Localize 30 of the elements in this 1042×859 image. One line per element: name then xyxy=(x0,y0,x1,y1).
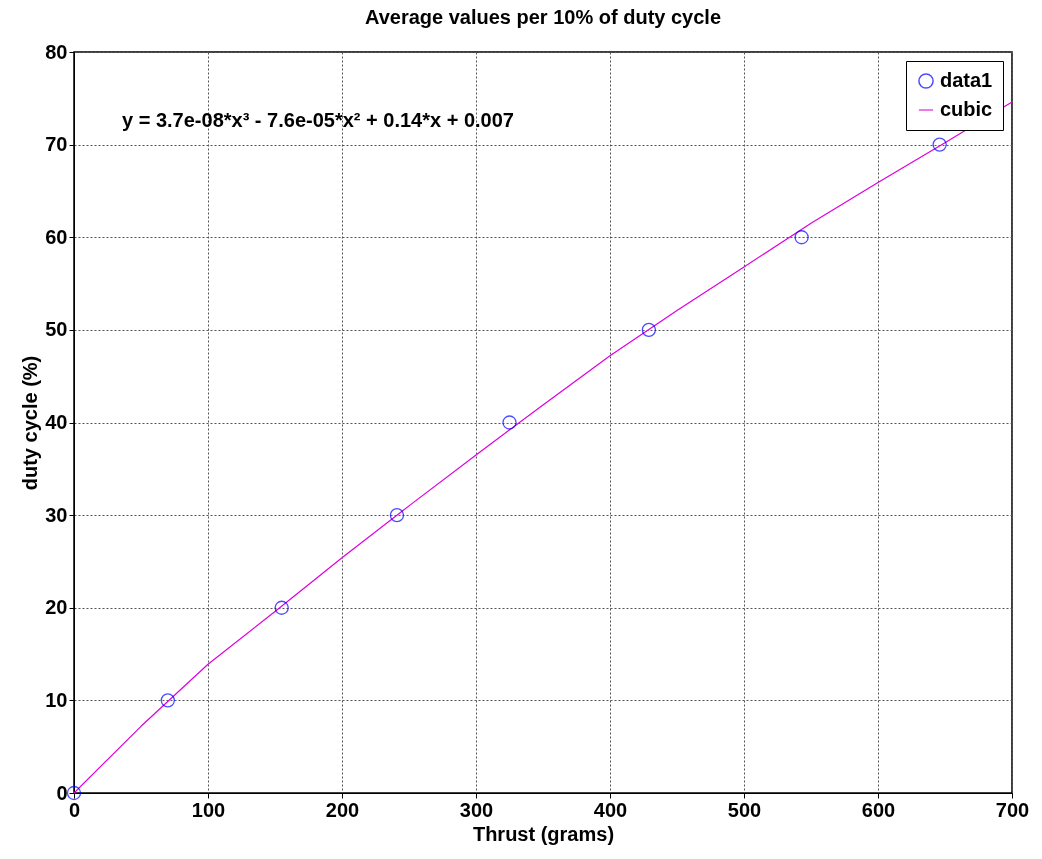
y-tick-label: 0 xyxy=(56,781,68,804)
point xyxy=(160,693,175,708)
point xyxy=(641,322,657,338)
x-tick-label: 700 xyxy=(995,798,1030,821)
y-tick-label: 80 xyxy=(45,40,68,63)
y-tick-label: 70 xyxy=(45,133,68,156)
y-tick-label: 20 xyxy=(45,596,68,619)
y-tick-label: 30 xyxy=(45,503,68,526)
y-tick-label: 10 xyxy=(45,688,68,711)
point xyxy=(502,415,517,430)
y-axis-title: duty cycle (%) xyxy=(19,355,42,491)
x-tick-label: 500 xyxy=(727,798,762,821)
chart-title: Average values per 10% of duty cycle xyxy=(364,6,722,28)
x-axis-title: Thrust (grams) xyxy=(472,822,615,845)
x-tick-label: 400 xyxy=(593,798,628,821)
y-tick-label: 50 xyxy=(45,318,68,341)
point xyxy=(794,230,809,245)
point xyxy=(66,785,82,801)
x-tick-label: 200 xyxy=(325,798,360,821)
x-tick-label: 100 xyxy=(191,798,226,821)
legend-label: data1 xyxy=(940,69,993,91)
point xyxy=(932,137,947,152)
y-tick-label: 40 xyxy=(45,411,68,433)
point xyxy=(389,507,405,523)
y-tick-label: 60 xyxy=(45,225,68,248)
point xyxy=(274,600,289,615)
annotation: y = 3.7e-08*x³ - 7.6e-05*x² + 0.14*x + 0.007 xyxy=(122,109,514,131)
legend-label: cubic xyxy=(940,98,993,120)
x-tick-label: 600 xyxy=(861,798,896,821)
x-tick-label: 300 xyxy=(459,798,494,821)
